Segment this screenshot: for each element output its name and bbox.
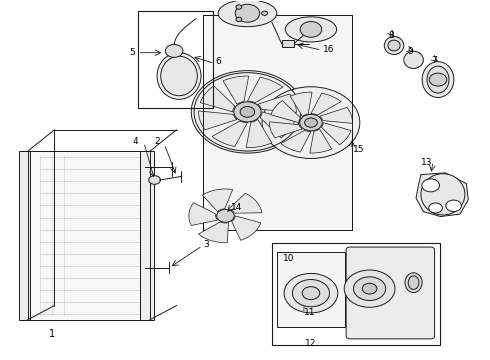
Ellipse shape [408, 276, 419, 289]
Text: 12: 12 [305, 339, 317, 348]
Ellipse shape [427, 66, 449, 93]
Bar [203, 15, 352, 230]
Text: 7: 7 [431, 56, 437, 65]
Polygon shape [223, 76, 249, 104]
Circle shape [236, 5, 242, 9]
Polygon shape [260, 112, 294, 138]
Circle shape [300, 22, 322, 37]
Ellipse shape [388, 40, 400, 51]
Polygon shape [200, 86, 235, 112]
Circle shape [429, 73, 447, 86]
Polygon shape [281, 130, 311, 152]
Polygon shape [271, 100, 300, 123]
Text: 9: 9 [407, 47, 413, 56]
Bar [27, 151, 150, 320]
Circle shape [353, 277, 386, 301]
Bar [138, 12, 213, 108]
Bar [282, 40, 294, 47]
Circle shape [234, 102, 261, 122]
Circle shape [422, 179, 440, 192]
Circle shape [236, 17, 242, 22]
Circle shape [446, 200, 462, 212]
Polygon shape [416, 173, 468, 217]
Circle shape [429, 203, 442, 213]
Ellipse shape [157, 53, 201, 99]
Polygon shape [321, 123, 351, 145]
Polygon shape [198, 111, 237, 130]
Polygon shape [310, 129, 332, 153]
Bar [140, 151, 154, 320]
Polygon shape [189, 203, 218, 225]
Text: 16: 16 [323, 45, 335, 54]
Text: 10: 10 [283, 253, 294, 262]
Ellipse shape [161, 56, 197, 96]
Text: 2: 2 [154, 137, 160, 146]
Text: 4: 4 [132, 137, 138, 146]
FancyBboxPatch shape [346, 247, 435, 339]
Circle shape [300, 114, 322, 131]
Circle shape [191, 71, 304, 153]
Text: 15: 15 [352, 145, 364, 154]
Text: 6: 6 [216, 57, 221, 66]
Text: 13: 13 [421, 158, 433, 167]
Ellipse shape [285, 17, 337, 42]
Circle shape [344, 270, 395, 307]
Ellipse shape [421, 174, 465, 215]
Polygon shape [232, 216, 261, 240]
Circle shape [362, 283, 377, 294]
Polygon shape [246, 120, 272, 148]
Ellipse shape [405, 273, 422, 292]
Circle shape [302, 287, 320, 300]
Circle shape [262, 87, 360, 158]
Text: 3: 3 [203, 240, 209, 249]
Polygon shape [202, 189, 233, 212]
Polygon shape [270, 122, 302, 138]
Bar [19, 151, 29, 320]
Polygon shape [212, 121, 247, 147]
Polygon shape [311, 93, 341, 115]
Circle shape [262, 11, 268, 15]
Circle shape [240, 107, 255, 117]
Text: 8: 8 [389, 31, 394, 40]
Polygon shape [228, 193, 262, 213]
Polygon shape [258, 94, 296, 113]
Circle shape [305, 118, 318, 127]
Ellipse shape [218, 0, 277, 27]
Ellipse shape [384, 37, 404, 54]
Ellipse shape [422, 62, 454, 98]
Polygon shape [247, 77, 283, 103]
Circle shape [293, 279, 330, 307]
Text: 11: 11 [304, 308, 315, 317]
Text: 14: 14 [231, 203, 243, 212]
Circle shape [284, 273, 338, 313]
Ellipse shape [404, 51, 423, 68]
Circle shape [217, 210, 234, 222]
Text: 5: 5 [129, 48, 135, 57]
Bar [277, 252, 345, 327]
Polygon shape [319, 107, 352, 123]
Circle shape [165, 44, 183, 57]
Bar [272, 243, 441, 345]
Text: 1: 1 [49, 329, 55, 339]
Circle shape [235, 4, 260, 22]
Polygon shape [290, 92, 312, 116]
Circle shape [149, 176, 160, 184]
Polygon shape [198, 222, 228, 243]
